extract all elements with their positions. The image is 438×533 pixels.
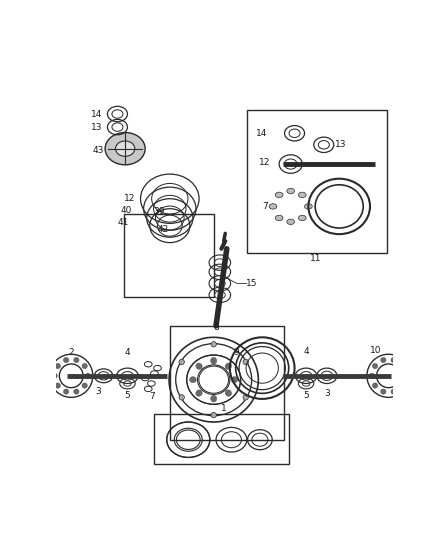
Text: 13: 13: [91, 123, 102, 132]
Ellipse shape: [211, 395, 217, 402]
Text: 2: 2: [68, 348, 74, 357]
Ellipse shape: [82, 364, 87, 369]
Text: 43: 43: [92, 146, 103, 155]
Ellipse shape: [287, 219, 294, 224]
Text: 13: 13: [335, 140, 346, 149]
Text: 15: 15: [247, 279, 258, 288]
Ellipse shape: [211, 357, 217, 364]
Text: 11: 11: [311, 254, 322, 263]
Ellipse shape: [276, 192, 283, 198]
Ellipse shape: [399, 383, 405, 388]
Circle shape: [243, 359, 248, 365]
Text: 4: 4: [303, 346, 309, 356]
Ellipse shape: [391, 389, 396, 394]
Text: 4: 4: [125, 348, 130, 357]
Ellipse shape: [52, 373, 57, 378]
Ellipse shape: [64, 389, 69, 394]
Text: 10: 10: [370, 346, 381, 355]
Ellipse shape: [74, 389, 79, 394]
Ellipse shape: [85, 373, 91, 378]
Circle shape: [211, 342, 216, 347]
Ellipse shape: [64, 357, 69, 363]
Circle shape: [243, 394, 248, 400]
Ellipse shape: [298, 192, 306, 198]
Text: 1: 1: [221, 405, 226, 414]
Text: 14: 14: [91, 109, 102, 118]
Ellipse shape: [225, 363, 232, 369]
Bar: [247, 110, 387, 253]
Ellipse shape: [276, 215, 283, 221]
Text: 14: 14: [256, 129, 268, 138]
Ellipse shape: [403, 373, 408, 378]
Ellipse shape: [287, 188, 294, 193]
Ellipse shape: [372, 383, 378, 388]
Text: 7: 7: [262, 202, 268, 211]
Text: 41: 41: [118, 218, 129, 227]
Ellipse shape: [231, 377, 238, 383]
Ellipse shape: [105, 133, 145, 165]
Text: 12: 12: [124, 194, 135, 203]
Text: 42: 42: [158, 225, 169, 234]
Circle shape: [179, 359, 184, 365]
Text: 9: 9: [233, 348, 239, 357]
Ellipse shape: [304, 204, 312, 209]
Bar: [155, 414, 289, 464]
Bar: [124, 214, 215, 297]
Ellipse shape: [225, 390, 232, 397]
Text: 12: 12: [258, 158, 270, 167]
Ellipse shape: [55, 383, 60, 388]
Ellipse shape: [74, 357, 79, 363]
Ellipse shape: [190, 377, 196, 383]
Ellipse shape: [399, 364, 405, 369]
Ellipse shape: [391, 357, 396, 363]
Ellipse shape: [369, 373, 374, 378]
Circle shape: [179, 394, 184, 400]
Text: 40: 40: [121, 206, 132, 215]
Ellipse shape: [381, 389, 386, 394]
Text: 7: 7: [149, 392, 155, 401]
Ellipse shape: [55, 364, 60, 369]
Text: 3: 3: [324, 389, 330, 398]
Ellipse shape: [196, 363, 202, 369]
Text: 8: 8: [213, 323, 219, 332]
Ellipse shape: [298, 215, 306, 221]
Text: 39: 39: [153, 207, 165, 216]
Ellipse shape: [269, 204, 277, 209]
Bar: [170, 326, 284, 440]
Text: 5: 5: [303, 391, 309, 400]
Circle shape: [211, 413, 216, 418]
Ellipse shape: [116, 141, 135, 156]
Text: 3: 3: [95, 387, 101, 395]
Text: 5: 5: [124, 391, 131, 400]
Ellipse shape: [196, 390, 202, 397]
Ellipse shape: [372, 364, 378, 369]
Ellipse shape: [381, 357, 386, 363]
Ellipse shape: [82, 383, 87, 388]
